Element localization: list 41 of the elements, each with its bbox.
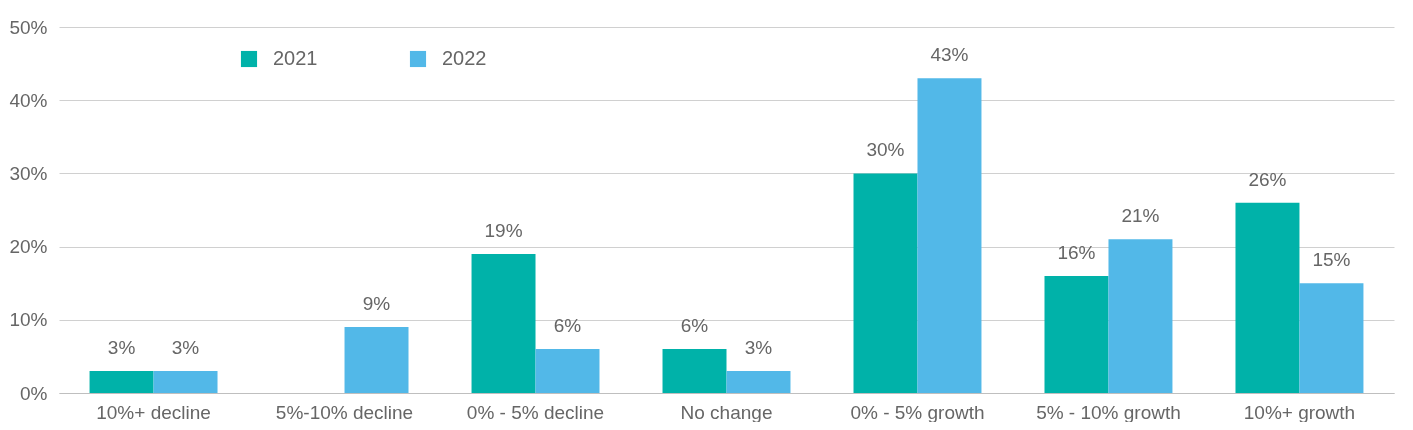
bar xyxy=(1299,283,1364,393)
x-tick-label: 10%+ decline xyxy=(96,401,211,423)
bar xyxy=(89,371,154,393)
bar xyxy=(471,253,536,393)
data-label: 21% xyxy=(1121,205,1160,227)
data-label: 3% xyxy=(107,337,136,359)
x-tick-label: 0% - 5% growth xyxy=(850,401,985,423)
bar xyxy=(1044,275,1109,393)
data-label: 9% xyxy=(362,293,391,315)
legend-label: 2022 xyxy=(442,47,487,69)
bar xyxy=(662,349,727,393)
data-label: 43% xyxy=(930,44,969,66)
bar xyxy=(1108,239,1173,393)
bar xyxy=(917,78,982,393)
bar xyxy=(344,327,409,393)
y-tick-label: 50% xyxy=(9,16,48,38)
bar xyxy=(535,349,600,393)
data-label: 26% xyxy=(1248,168,1287,190)
x-tick-label: No change xyxy=(680,401,773,423)
y-tick-label: 0% xyxy=(20,382,48,404)
bar xyxy=(153,371,218,393)
data-label: 30% xyxy=(866,139,905,161)
y-tick-label: 40% xyxy=(9,89,48,111)
y-tick-label: 30% xyxy=(9,162,48,184)
data-label: 15% xyxy=(1312,249,1351,271)
data-label: 3% xyxy=(744,337,773,359)
data-label: 6% xyxy=(680,315,709,337)
x-tick-label: 5%-10% decline xyxy=(275,401,414,423)
bar xyxy=(1235,202,1300,393)
bar xyxy=(726,371,791,393)
legend-label: 2021 xyxy=(273,47,318,69)
x-tick-label: 0% - 5% decline xyxy=(466,401,605,423)
data-label: 6% xyxy=(553,315,582,337)
x-tick-label: 10%+ growth xyxy=(1243,401,1356,423)
y-tick-label: 10% xyxy=(9,309,48,331)
data-label: 19% xyxy=(484,219,523,241)
y-tick-label: 20% xyxy=(9,236,48,258)
x-tick-label: 5% - 10% growth xyxy=(1036,401,1181,423)
data-label: 3% xyxy=(171,337,200,359)
data-label: 16% xyxy=(1057,241,1096,263)
bar xyxy=(853,173,918,393)
